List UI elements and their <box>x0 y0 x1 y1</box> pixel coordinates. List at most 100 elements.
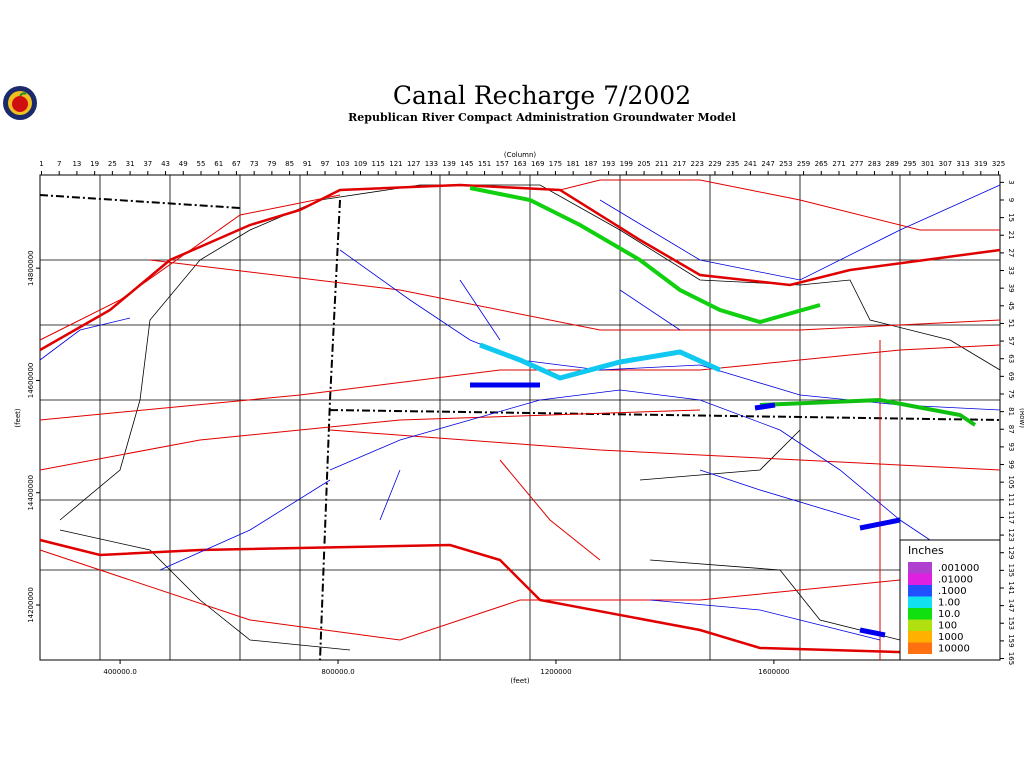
x-tick-label: 400000.0 <box>103 668 136 676</box>
column-tick-label: 301 <box>921 160 934 168</box>
column-tick-label: 223 <box>691 160 704 168</box>
legend-label: .1000 <box>938 586 967 597</box>
column-tick-label: 163 <box>513 160 526 168</box>
column-tick-label: 133 <box>425 160 438 168</box>
column-tick-label: 307 <box>939 160 952 168</box>
column-tick-label: 151 <box>478 160 491 168</box>
column-tick-label: 265 <box>815 160 828 168</box>
row-tick-label: 129 <box>1007 546 1015 559</box>
column-tick-label: 199 <box>620 160 633 168</box>
row-tick-label: 141 <box>1007 581 1015 594</box>
column-tick-label: 241 <box>744 160 757 168</box>
column-tick-label: 109 <box>354 160 367 168</box>
row-tick-label: 147 <box>1007 599 1015 612</box>
column-tick-label: 205 <box>637 160 650 168</box>
subtitle: Republican River Compact Administration … <box>348 111 736 124</box>
title: Canal Recharge 7/2002 <box>393 81 691 110</box>
column-tick-label: 73 <box>250 160 259 168</box>
column-axis-label: (Column) <box>504 151 537 159</box>
row-tick-label: 33 <box>1007 266 1015 275</box>
legend-title: Inches <box>908 544 944 557</box>
column-tick-label: 283 <box>868 160 881 168</box>
row-tick-label: 153 <box>1007 617 1015 630</box>
x-tick-label: 1200000 <box>540 668 571 676</box>
legend-label: 10000 <box>938 644 970 655</box>
column-tick-label: 319 <box>974 160 987 168</box>
legend-swatch <box>908 608 932 620</box>
row-tick-label: 123 <box>1007 528 1015 541</box>
column-tick-label: 295 <box>903 160 916 168</box>
y-tick-label: 14800000 <box>27 250 35 286</box>
column-tick-label: 121 <box>389 160 402 168</box>
row-tick-label: 93 <box>1007 442 1015 451</box>
x-tick-label: 800000.0 <box>321 668 354 676</box>
column-tick-label: 157 <box>496 160 509 168</box>
row-tick-label: 165 <box>1007 652 1015 665</box>
legend-label: 10.0 <box>938 609 960 620</box>
column-tick-label: 325 <box>992 160 1005 168</box>
column-tick-label: 211 <box>655 160 668 168</box>
legend-swatch <box>908 573 932 585</box>
legend-label: 100 <box>938 621 957 632</box>
row-tick-label: 51 <box>1007 319 1015 328</box>
column-tick-label: 91 <box>303 160 312 168</box>
row-tick-label: 39 <box>1007 284 1015 293</box>
column-tick-label: 61 <box>214 160 223 168</box>
column-tick-label: 31 <box>126 160 135 168</box>
column-tick-label: 85 <box>285 160 294 168</box>
legend-swatch <box>908 562 932 574</box>
column-tick-label: 229 <box>708 160 721 168</box>
row-tick-label: 75 <box>1007 390 1015 399</box>
row-tick-label: 45 <box>1007 301 1015 310</box>
column-tick-label: 193 <box>602 160 615 168</box>
row-tick-label: 99 <box>1007 460 1015 469</box>
column-tick-label: 235 <box>726 160 739 168</box>
column-tick-label: 79 <box>267 160 276 168</box>
x-tick-label: 1600000 <box>758 668 789 676</box>
column-tick-label: 7 <box>57 160 61 168</box>
column-tick-label: 289 <box>885 160 898 168</box>
row-tick-label: 105 <box>1007 475 1015 488</box>
column-tick-label: 181 <box>566 160 579 168</box>
column-tick-label: 247 <box>761 160 774 168</box>
column-tick-label: 43 <box>161 160 170 168</box>
row-tick-label: 9 <box>1007 198 1015 202</box>
legend-label: 1000 <box>938 632 963 643</box>
column-tick-label: 139 <box>442 160 455 168</box>
column-tick-label: 37 <box>143 160 152 168</box>
row-tick-label: 87 <box>1007 425 1015 434</box>
legend-swatch <box>908 642 932 654</box>
legend-swatch <box>908 585 932 597</box>
column-tick-label: 13 <box>72 160 81 168</box>
row-tick-label: 21 <box>1007 231 1015 240</box>
column-tick-label: 115 <box>372 160 385 168</box>
column-tick-label: 67 <box>232 160 241 168</box>
column-tick-label: 55 <box>197 160 206 168</box>
legend-label: .001000 <box>938 563 979 574</box>
y-tick-label: 14400000 <box>27 475 35 511</box>
x-axis-label: (feet) <box>510 677 530 685</box>
column-tick-label: 175 <box>549 160 562 168</box>
column-tick-label: 187 <box>584 160 597 168</box>
column-tick-label: 1 <box>39 160 43 168</box>
legend-label: 1.00 <box>938 598 960 609</box>
column-tick-label: 217 <box>673 160 686 168</box>
row-tick-label: 159 <box>1007 634 1015 647</box>
legend-swatch <box>908 631 932 643</box>
row-tick-label: 69 <box>1007 372 1015 381</box>
column-tick-label: 259 <box>797 160 810 168</box>
column-tick-label: 313 <box>956 160 969 168</box>
column-tick-label: 271 <box>832 160 845 168</box>
y-tick-label: 14600000 <box>27 363 35 399</box>
logo <box>3 86 37 120</box>
y-tick-label: 14200000 <box>27 587 35 623</box>
y-axis-label: (feet) <box>14 408 22 428</box>
column-tick-label: 253 <box>779 160 792 168</box>
row-tick-label: 63 <box>1007 354 1015 363</box>
row-tick-label: 15 <box>1007 213 1015 222</box>
column-tick-label: 127 <box>407 160 420 168</box>
column-tick-label: 49 <box>179 160 188 168</box>
column-tick-label: 19 <box>90 160 99 168</box>
row-tick-label: 117 <box>1007 511 1015 524</box>
column-tick-label: 169 <box>531 160 544 168</box>
